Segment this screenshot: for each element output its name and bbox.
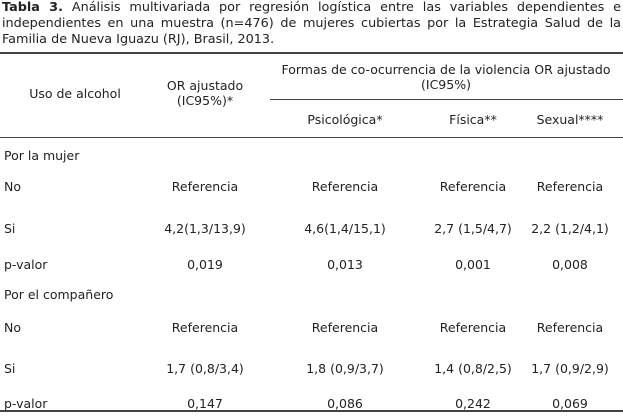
group-rule (270, 99, 623, 100)
cell: Referencia (439, 320, 507, 335)
row-label: Si (4, 221, 16, 236)
cell: Referencia (171, 179, 239, 194)
caption: Tabla 3. Análisis multivariada por regre… (2, 0, 621, 48)
row-label: No (4, 320, 21, 335)
cell: Referencia (536, 179, 604, 194)
header-or: OR ajustado (IC95%)* (166, 78, 244, 108)
cell: 2,2 (1,2/4,1) (531, 221, 609, 236)
cell: 1,7 (0,8/3,4) (166, 361, 244, 376)
cell: Referencia (311, 320, 379, 335)
cell: 0,147 (187, 396, 223, 411)
cell: Referencia (536, 320, 604, 335)
row-label: Si (4, 361, 16, 376)
row-label: No (4, 179, 21, 194)
column-header: Psicológica* (307, 112, 383, 127)
cell: 0,242 (455, 396, 491, 411)
cell: 0,086 (327, 396, 363, 411)
row-label: p-valor (4, 257, 48, 272)
cell: 0,001 (455, 257, 491, 272)
cell: Referencia (439, 179, 507, 194)
caption-text: Análisis multivariada por regresión logí… (2, 0, 621, 47)
cell: 0,069 (552, 396, 588, 411)
cell: Referencia (311, 179, 379, 194)
cell: 0,008 (552, 257, 588, 272)
header-rule (0, 137, 623, 138)
cell: 2,7 (1,5/4,7) (434, 221, 512, 236)
cell: 0,019 (187, 257, 223, 272)
cell: 1,4 (0,8/2,5) (434, 361, 512, 376)
column-header: Física** (449, 112, 497, 127)
header-variable: Uso de alcohol (29, 86, 121, 101)
top-rule (0, 52, 623, 54)
column-header: Sexual**** (536, 112, 604, 127)
cell: 4,2(1,3/13,9) (164, 221, 246, 236)
cell: 0,013 (327, 257, 363, 272)
row-label: p-valor (4, 396, 48, 411)
section-title: Por el compañero (4, 287, 114, 302)
cell: 1,7 (0,9/2,9) (531, 361, 609, 376)
caption-label: Tabla 3. (2, 0, 63, 15)
header-group: Formas de co-ocurrencia de la violencia … (281, 62, 611, 92)
cell: 1,8 (0,9/3,7) (306, 361, 384, 376)
bottom-rule (0, 410, 623, 412)
cell: 4,6(1,4/15,1) (304, 221, 386, 236)
cell: Referencia (171, 320, 239, 335)
section-title: Por la mujer (4, 148, 80, 163)
